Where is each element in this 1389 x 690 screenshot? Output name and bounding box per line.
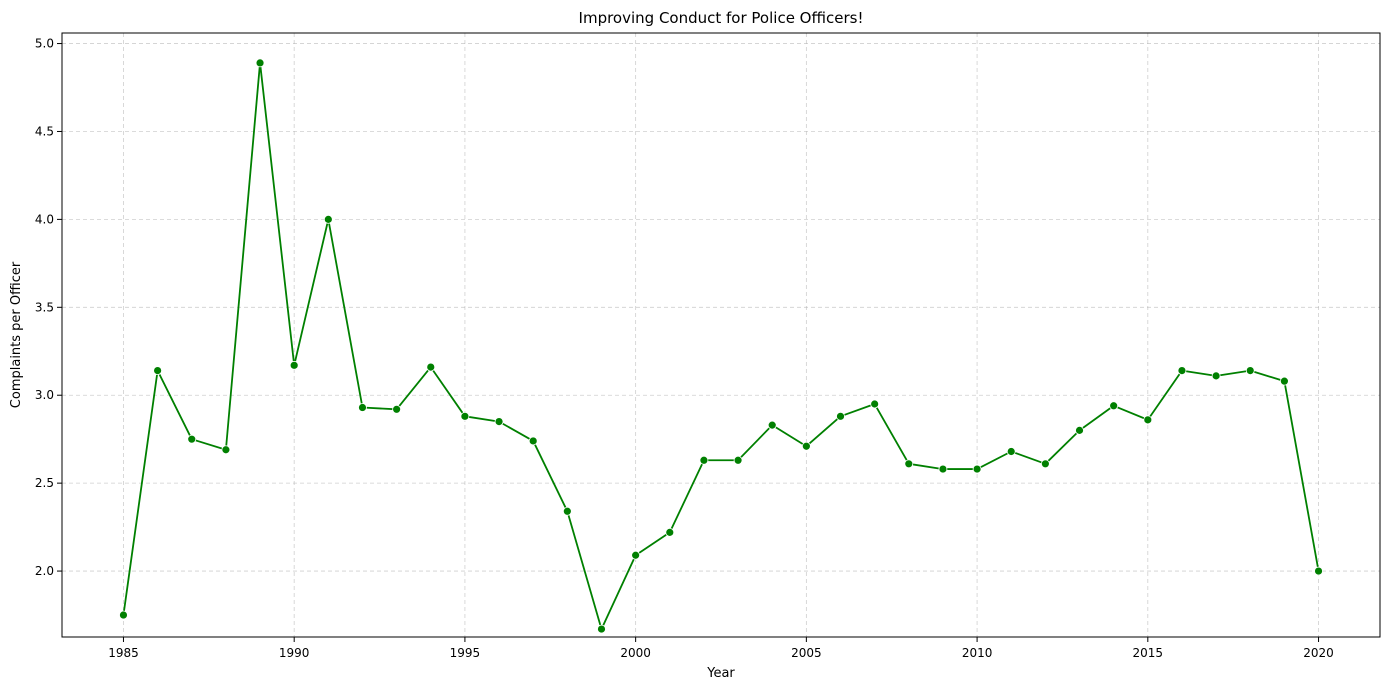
y-axis: 2.0 2.5 3.0 3.5 4.0 4.5 5.0 — [35, 37, 62, 578]
data-point — [358, 403, 367, 412]
grid — [62, 33, 1380, 637]
y-tick-label: 4.5 — [35, 124, 54, 138]
data-point — [255, 58, 265, 68]
y-axis-label: Complaints per Officer — [9, 261, 24, 408]
data-point — [426, 362, 436, 372]
x-tick-label: 2020 — [1303, 646, 1334, 660]
data-point — [938, 464, 948, 474]
x-tick-label: 2005 — [791, 646, 822, 660]
series-line — [122, 61, 1320, 630]
x-axis: 1985 1990 1995 2000 2005 2010 2015 2020 — [108, 637, 1334, 660]
data-point — [1075, 425, 1084, 435]
data-point — [323, 214, 333, 224]
x-tick-label: 1985 — [108, 646, 139, 660]
chart-title: Improving Conduct for Police Officers! — [579, 9, 864, 27]
y-tick-label: 4.0 — [35, 212, 54, 226]
y-tick-label: 5.0 — [35, 37, 54, 51]
data-point — [904, 459, 914, 469]
data-point — [870, 399, 880, 409]
x-tick-label: 1995 — [450, 646, 481, 660]
data-point — [528, 436, 538, 446]
x-tick-label: 2000 — [620, 646, 651, 660]
series-line-group — [122, 61, 1320, 630]
data-point — [1279, 376, 1289, 386]
y-tick-label: 3.0 — [35, 388, 54, 402]
data-point — [494, 417, 504, 426]
data-point — [1177, 366, 1187, 376]
x-tick-label: 2015 — [1133, 646, 1164, 660]
data-point — [153, 366, 163, 376]
data-point — [1109, 401, 1119, 411]
data-point — [836, 411, 845, 421]
data-point — [187, 434, 197, 444]
data-point — [767, 420, 777, 430]
data-point — [699, 455, 709, 465]
data-point — [733, 455, 743, 465]
data-point — [1143, 415, 1153, 425]
plot-frame — [61, 32, 1381, 638]
data-point — [119, 610, 128, 620]
data-point — [392, 404, 402, 414]
data-point — [221, 445, 231, 455]
data-point — [972, 464, 982, 474]
data-point — [1006, 447, 1016, 456]
data-point — [1245, 366, 1255, 376]
data-point — [562, 506, 572, 516]
y-tick-label: 2.0 — [35, 564, 54, 578]
x-tick-label: 2010 — [962, 646, 993, 660]
y-tick-label: 3.5 — [35, 300, 54, 314]
data-point — [1314, 566, 1323, 576]
data-points — [119, 58, 1323, 634]
x-axis-label: Year — [706, 666, 735, 681]
data-point — [289, 360, 299, 370]
data-point — [631, 550, 641, 560]
data-point — [1040, 459, 1050, 469]
data-point — [460, 411, 470, 421]
data-point — [597, 624, 606, 634]
x-tick-label: 1990 — [279, 646, 310, 660]
y-tick-label: 2.5 — [35, 476, 54, 490]
data-point — [1211, 371, 1221, 381]
data-point — [801, 441, 811, 451]
data-point — [665, 527, 675, 537]
